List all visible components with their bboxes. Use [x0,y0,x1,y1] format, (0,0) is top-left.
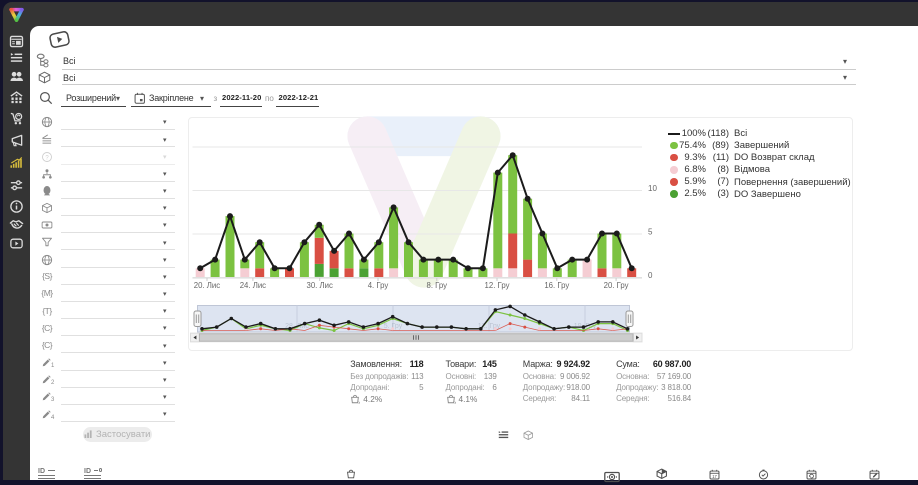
svg-text:4. Гру: 4. Гру [368,281,389,290]
svg-text:10: 10 [648,184,657,193]
svg-text:30. Лис: 30. Лис [307,281,333,290]
svg-text:12. Гру: 12. Гру [485,281,510,290]
svg-text:5. Гру: 5. Гру [384,323,403,330]
svg-text:x: x [359,400,361,404]
svg-text:8. Гру: 8. Гру [426,281,447,290]
svg-text:12. Гру: 12. Гру [478,323,501,330]
svg-text:24. Лис: 24. Лис [240,281,266,290]
svg-text:?: ? [45,155,49,161]
svg-text:20. Лис: 20. Лис [194,281,220,290]
svg-text:20. Гру: 20. Гру [604,281,629,290]
svg-text:16. Гру: 16. Гру [544,281,569,290]
svg-text:17: 17 [712,473,717,478]
svg-text:x: x [454,400,456,404]
svg-text:5: 5 [648,227,653,236]
svg-text:0: 0 [648,271,653,280]
